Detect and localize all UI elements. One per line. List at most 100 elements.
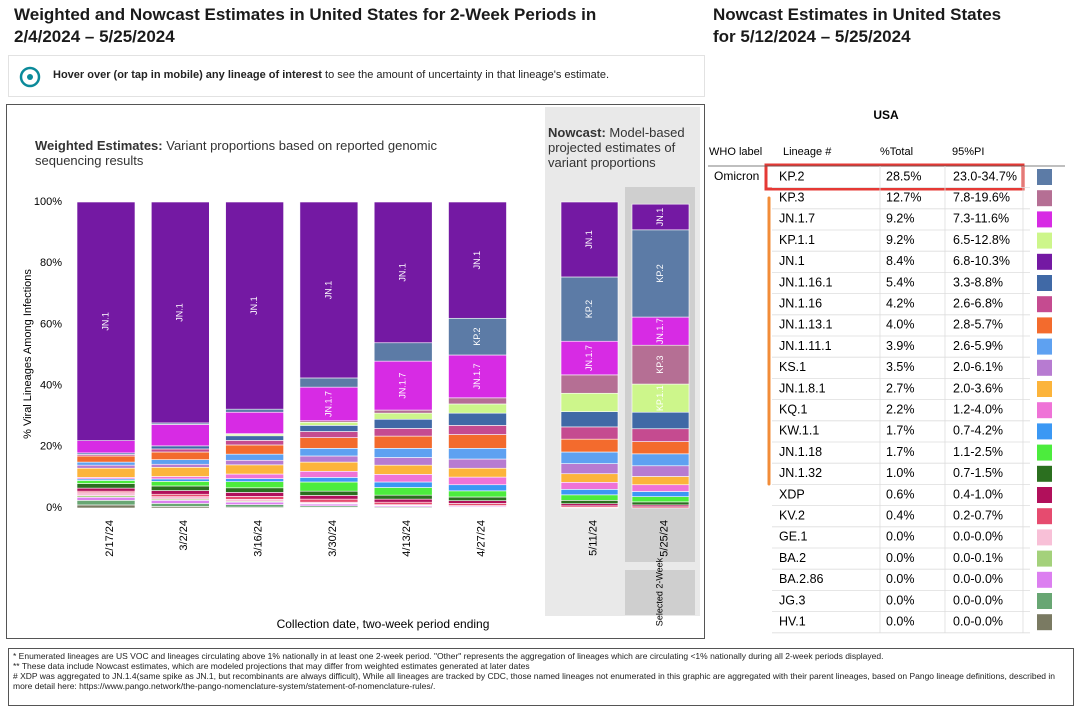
segment-label: JN.1.7 [398, 373, 408, 399]
bar-segment [151, 424, 209, 445]
pi: 7.8-19.6% [953, 190, 1010, 204]
pi: 2.0-6.1% [953, 360, 1003, 374]
bar-segment [300, 432, 358, 438]
lineage: XDP [779, 487, 805, 501]
color-swatch [1037, 572, 1052, 588]
total: 1.7% [886, 424, 915, 438]
pi: 0.0-0.0% [953, 614, 1003, 628]
column-header: WHO label [709, 146, 762, 158]
bar-segment [77, 468, 135, 477]
segment-label: KP.2 [472, 327, 482, 345]
x-tick-label: 3/30/24 [327, 520, 339, 557]
bar-segment [300, 456, 358, 462]
total: 12.7% [886, 190, 921, 204]
bar-segment [77, 456, 135, 462]
segment-label: JN.1 [100, 312, 110, 331]
lineage: GE.1 [779, 530, 808, 544]
x-tick-label: 5/25/24 [658, 520, 670, 557]
segment-label: JN.1.7 [472, 363, 482, 389]
bar-segment [449, 413, 507, 425]
lineage: KV.2 [779, 508, 805, 522]
segment-label: JN.1 [323, 281, 333, 300]
bar-segment [151, 479, 209, 481]
bar-segment [151, 464, 209, 467]
pi: 3.3-8.8% [953, 275, 1003, 289]
pi: 7.3-11.6% [953, 212, 1009, 226]
bar-segment [561, 474, 618, 483]
total: 0.0% [886, 551, 915, 565]
bar-segment [374, 502, 432, 504]
bar-segment [374, 474, 432, 482]
lineage: JN.1.8.1 [779, 381, 826, 395]
bar-segment [300, 495, 358, 499]
color-swatch [1037, 360, 1052, 376]
segment-label: KP.3 [655, 355, 665, 373]
bar-segment [561, 439, 618, 452]
bar-segment [226, 482, 284, 488]
total: 0.0% [886, 593, 915, 607]
segment-label: JN.1.7 [655, 318, 665, 344]
bar-segment [561, 412, 618, 427]
subtitle-bold: Weighted Estimates: [35, 138, 163, 153]
pi: 0.0-0.0% [953, 530, 1003, 544]
segment-label: KP.2 [584, 300, 594, 318]
bar-segment [300, 438, 358, 449]
bar-segment [449, 485, 507, 491]
bar-segment [226, 454, 284, 460]
lineage: JN.1 [779, 254, 805, 268]
bar-segment [561, 375, 618, 393]
y-axis-title: % Viral Lineages Among Infections [22, 269, 34, 439]
bar-segment [151, 497, 209, 499]
bar-segment [632, 412, 689, 429]
bar-segment [561, 495, 618, 501]
color-swatch [1037, 190, 1052, 206]
bar-segment [226, 409, 284, 412]
pi: 0.4-1.0% [953, 487, 1003, 501]
bar-segment [226, 505, 284, 507]
bar-segment [151, 494, 209, 496]
bar-segment [561, 489, 618, 495]
bar-segment [561, 427, 618, 439]
color-swatch [1037, 614, 1052, 630]
bar-segment [151, 486, 209, 491]
lineage: KW.1.1 [779, 424, 819, 438]
total: 4.2% [886, 296, 915, 310]
bar-segment [300, 462, 358, 471]
bar-segment [77, 462, 135, 465]
bar-segment [449, 491, 507, 497]
bar-segment [561, 504, 618, 506]
pi: 0.0-0.1% [953, 551, 1003, 565]
footnote: * Enumerated lineages are US VOC and lin… [13, 651, 1069, 661]
bar-segment [632, 429, 689, 442]
bar-segment [77, 441, 135, 453]
y-tick-label: 0% [46, 502, 62, 514]
pi: 6.5-12.8% [953, 233, 1010, 247]
color-swatch [1037, 211, 1052, 227]
bar-segment [300, 482, 358, 491]
who-label: Omicron [714, 169, 759, 183]
color-swatch [1037, 233, 1052, 249]
total: 5.4% [886, 275, 915, 289]
pi: 1.2-4.0% [953, 402, 1003, 416]
bar-segment [632, 476, 689, 484]
bar-segment [77, 500, 135, 505]
bar-segment [151, 460, 209, 465]
pi: 2.6-6.8% [953, 296, 1003, 310]
x-tick-label: 4/13/24 [401, 520, 413, 557]
bar-segment [374, 436, 432, 448]
bar-segment [561, 393, 618, 411]
segment-label: JN.1 [472, 251, 482, 270]
color-swatch [1037, 529, 1052, 545]
bar-segment [374, 495, 432, 499]
total: 9.2% [886, 233, 915, 247]
color-swatch [1037, 487, 1052, 503]
bar-segment [151, 491, 209, 495]
nowcast-subtitle: Nowcast: Model-based projected estimates… [548, 125, 698, 170]
bar-segment [226, 479, 284, 482]
pi: 1.1-2.5% [953, 445, 1003, 459]
lineage: JN.1.16 [779, 296, 822, 310]
bar-segment [632, 442, 689, 454]
bar-segment [77, 465, 135, 468]
